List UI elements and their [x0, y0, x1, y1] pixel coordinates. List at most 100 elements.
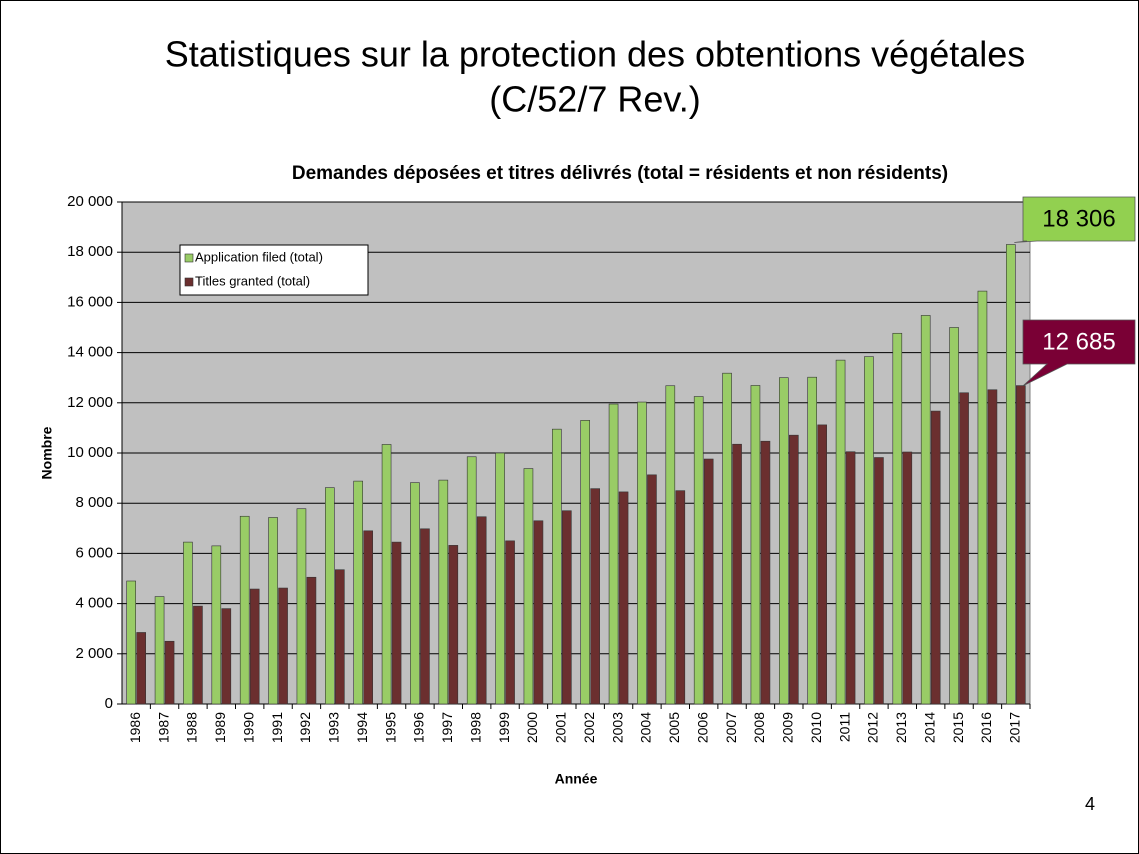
- bar: [807, 376, 817, 705]
- bar: [618, 491, 629, 705]
- slide-title: Statistiques sur la protection des obten…: [165, 34, 1026, 75]
- x-tick-label: 2015: [950, 712, 966, 743]
- x-tick-label: 2011: [836, 712, 852, 742]
- x-tick-label: 1991: [269, 712, 285, 743]
- x-tick-label: 2004: [638, 712, 654, 743]
- x-tick-label: 2001: [553, 712, 569, 743]
- bar: [874, 457, 884, 705]
- x-tick-label: 1987: [155, 712, 171, 743]
- bar: [136, 632, 146, 705]
- bar: [977, 290, 988, 705]
- x-tick-label: 1990: [240, 712, 256, 743]
- bar: [211, 545, 222, 705]
- bar: [183, 541, 193, 705]
- y-tick-label: 8 000: [75, 494, 113, 511]
- bar: [420, 528, 430, 705]
- x-tick-label: 2000: [524, 712, 540, 743]
- bar: [789, 434, 799, 705]
- bar: [892, 332, 903, 705]
- x-tick-label: 2013: [893, 712, 909, 743]
- bar: [675, 490, 686, 705]
- y-tick-label: 0: [105, 695, 113, 712]
- bar: [335, 569, 345, 705]
- x-tick-label: 1996: [411, 712, 427, 743]
- bar: [523, 468, 534, 705]
- bar: [760, 440, 771, 705]
- bar: [268, 517, 278, 705]
- bar: [608, 403, 619, 705]
- bar: [930, 410, 941, 705]
- x-tick-label: 2012: [865, 712, 881, 743]
- bar: [562, 510, 572, 705]
- bar: [902, 451, 913, 705]
- y-tick-label: 4 000: [75, 595, 113, 612]
- bar: [779, 377, 789, 705]
- x-tick-label: 2008: [751, 712, 767, 743]
- x-tick-label: 2002: [581, 712, 597, 743]
- bar: [438, 479, 449, 705]
- page-number: 4: [1085, 794, 1095, 814]
- bar: [864, 356, 874, 705]
- bar: [703, 458, 714, 705]
- data-label: 18 306: [1042, 205, 1115, 232]
- callout-box: [1022, 319, 1136, 386]
- y-axis-label: Nombre: [39, 426, 55, 479]
- bar: [363, 530, 373, 705]
- bar: [665, 385, 676, 705]
- bar: [959, 392, 969, 705]
- bar: [987, 389, 998, 705]
- x-tick-label: 2014: [921, 712, 937, 743]
- x-tick-label: 1986: [127, 712, 143, 743]
- bar: [353, 480, 363, 705]
- chart-title: Demandes déposées et titres délivrés (to…: [292, 163, 948, 184]
- bar: [164, 640, 175, 705]
- bar: [381, 444, 392, 705]
- bar: [325, 487, 335, 705]
- x-tick-label: 2003: [609, 712, 625, 743]
- bar: [278, 587, 288, 705]
- x-tick-label: 1995: [382, 712, 398, 743]
- x-tick-label: 2016: [978, 712, 994, 743]
- bar: [505, 540, 515, 705]
- bar: [750, 385, 761, 705]
- x-tick-label: 2017: [1007, 712, 1023, 743]
- x-tick-label: 1998: [467, 712, 483, 743]
- x-tick-label: 2006: [694, 712, 710, 743]
- legend-label: Titles granted (total): [195, 273, 310, 288]
- bar: [239, 515, 250, 705]
- bar: [1016, 385, 1026, 705]
- bar: [410, 482, 420, 705]
- y-tick-label: 6 000: [75, 544, 113, 561]
- y-tick-label: 16 000: [67, 293, 113, 310]
- x-tick-label: 2010: [808, 712, 824, 743]
- bar: [580, 420, 590, 705]
- legend-label: Application filed (total): [195, 249, 323, 264]
- x-tick-label: 2005: [666, 712, 682, 743]
- x-tick-label: 2007: [723, 712, 739, 743]
- x-tick-label: 1989: [212, 712, 228, 743]
- y-tick-label: 12 000: [67, 394, 113, 411]
- bar: [590, 488, 600, 705]
- y-tick-label: 18 000: [67, 243, 113, 260]
- bar: [193, 605, 203, 705]
- bar: [845, 451, 856, 705]
- x-axis-label: Année: [555, 771, 598, 787]
- x-tick-label: 1993: [326, 712, 342, 743]
- data-label: 12 685: [1042, 328, 1115, 355]
- legend-swatch: [184, 277, 194, 287]
- y-tick-label: 2 000: [75, 645, 113, 662]
- y-tick-label: 14 000: [67, 344, 113, 361]
- bar: [126, 580, 136, 705]
- bar: [466, 456, 477, 705]
- bar: [732, 443, 742, 705]
- bar: [835, 359, 846, 705]
- bar: [533, 520, 544, 705]
- bar: [693, 396, 704, 705]
- bar: [221, 608, 232, 705]
- bar: [552, 428, 562, 705]
- bar: [722, 372, 732, 705]
- bar: [637, 401, 647, 705]
- bar: [448, 545, 459, 705]
- x-tick-label: 1992: [297, 712, 313, 743]
